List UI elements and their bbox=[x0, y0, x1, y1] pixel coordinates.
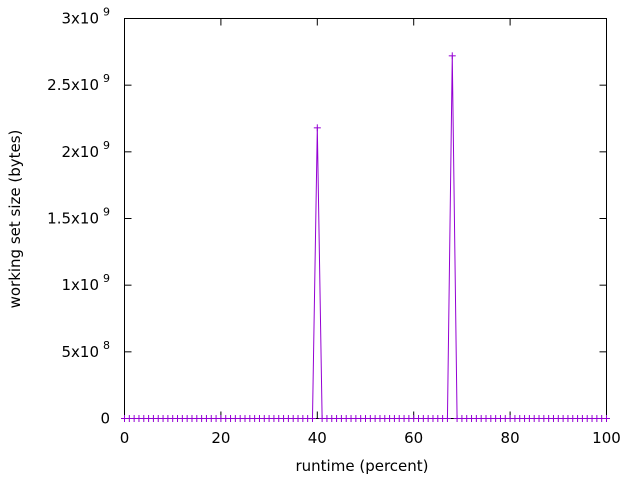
y-tick-label: 1x10 9 bbox=[61, 272, 110, 294]
y-tick-base: 3x10 bbox=[61, 10, 99, 28]
y-tick-base: 2.5x10 bbox=[47, 76, 99, 94]
y-tick-exponent: 9 bbox=[103, 72, 110, 85]
data-point bbox=[603, 415, 610, 422]
y-tick-base: 1.5x10 bbox=[47, 210, 99, 228]
x-tick-label: 100 bbox=[592, 429, 621, 447]
y-tick-exponent: 9 bbox=[103, 139, 110, 152]
x-tick-label: 60 bbox=[404, 429, 423, 447]
y-tick-base: 5x10 bbox=[61, 343, 99, 361]
data-point bbox=[313, 124, 321, 132]
x-tick-label: 80 bbox=[501, 429, 520, 447]
y-tick-base: 2x10 bbox=[61, 143, 99, 161]
y-tick-label: 3x10 9 bbox=[61, 6, 110, 28]
y-tick-exponent: 9 bbox=[103, 6, 110, 19]
y-tick-exponent: 9 bbox=[103, 206, 110, 219]
series-layer bbox=[124, 55, 607, 419]
x-tick-label: 20 bbox=[211, 429, 230, 447]
data-point bbox=[448, 52, 456, 60]
plot-frame bbox=[124, 18, 607, 419]
y-tick-label: 5x10 8 bbox=[61, 339, 110, 361]
y-axis: 0 5x10 8 1x10 9 1.5x10 9 2x10 9 2.5x10 9 3x10 9 bbox=[47, 6, 607, 428]
series-line bbox=[124, 55, 607, 419]
y-tick-label: 1.5x10 9 bbox=[47, 206, 110, 228]
y-tick-label: 2x10 9 bbox=[61, 139, 110, 161]
data-point bbox=[443, 415, 451, 422]
marker-layer bbox=[121, 52, 610, 422]
y-tick-label: 0 bbox=[100, 410, 110, 428]
x-axis-title: runtime (percent) bbox=[296, 457, 429, 475]
y-tick-exponent: 9 bbox=[103, 272, 110, 285]
y-tick-base: 0 bbox=[100, 410, 110, 428]
y-tick-base: 1x10 bbox=[61, 276, 99, 294]
data-point bbox=[308, 415, 316, 422]
x-axis: 0 20 40 60 80 100 bbox=[120, 18, 621, 447]
y-axis-title: working set size (bytes) bbox=[6, 130, 24, 309]
x-tick-label: 0 bbox=[120, 429, 130, 447]
x-tick-label: 40 bbox=[308, 429, 327, 447]
y-tick-label: 2.5x10 9 bbox=[47, 72, 110, 94]
y-tick-exponent: 8 bbox=[103, 339, 110, 352]
